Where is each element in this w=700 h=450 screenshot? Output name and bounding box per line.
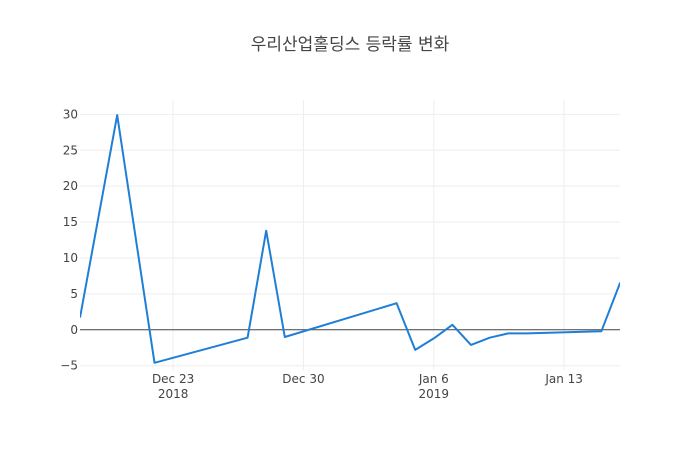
series-line <box>80 114 620 364</box>
y-tick-label: 25 <box>63 143 78 157</box>
y-tick-label: 5 <box>70 287 78 301</box>
series-layer <box>80 114 620 364</box>
chart-title: 우리산업홀딩스 등락률 변화 <box>250 35 450 55</box>
x-tick-label: Jan 6 <box>418 372 449 386</box>
grid-layer <box>80 100 620 370</box>
x-tick-label: Dec 23 <box>152 372 194 386</box>
x-tick-label: Jan 13 <box>544 372 583 386</box>
x-tick-label: Dec 30 <box>282 372 324 386</box>
y-tick-label: 30 <box>63 107 78 121</box>
y-tick-label: 20 <box>63 179 78 193</box>
y-tick-label: 0 <box>70 323 78 337</box>
y-tick-label: 10 <box>63 251 78 265</box>
x-tick-year-label: 2018 <box>158 387 189 401</box>
x-tick-year-label: 2019 <box>419 387 450 401</box>
y-tick-label: 15 <box>63 215 78 229</box>
y-tick-label: −5 <box>60 359 78 373</box>
